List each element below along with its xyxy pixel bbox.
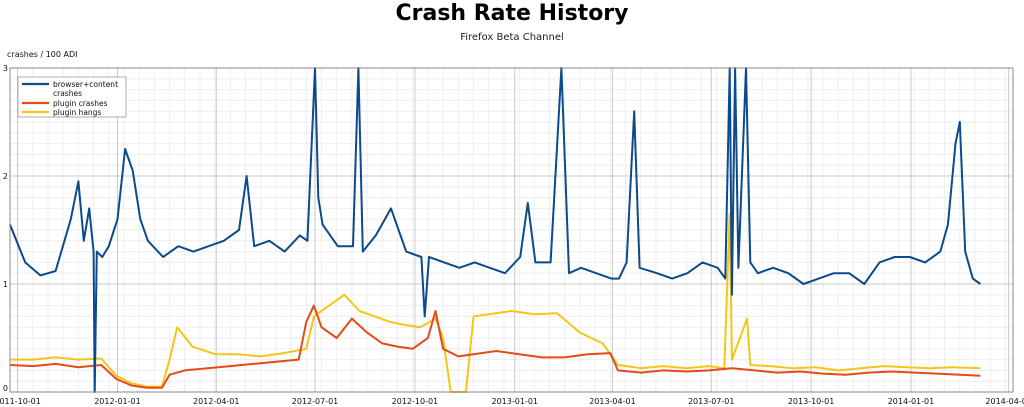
legend-label-plugin-hangs: plugin hangs — [53, 108, 101, 117]
series-line-plugin-crashes — [9, 304, 981, 389]
x-axis-ticks: 2011-10-01 2012-01-01 2012-04-01 2012-07-01… — [0, 397, 1024, 406]
x-tick-label: 2012-10-01 — [392, 397, 439, 406]
y-tick-label: 0 — [3, 384, 8, 393]
x-tick-label: 2013-01-01 — [492, 397, 539, 406]
legend-label-plugin-crashes: plugin crashes — [53, 99, 108, 108]
plot-border — [9, 67, 1014, 393]
series-line-browser-content-crashes — [9, 67, 981, 393]
x-tick-label: 2013-07-01 — [688, 397, 735, 406]
x-tick-label: 2013-04-01 — [589, 397, 636, 406]
chart-title: Crash Rate History — [395, 1, 628, 26]
legend-label-browser-content-line1: browser+content — [53, 80, 118, 89]
x-tick-label: 2011-10-01 — [0, 397, 41, 406]
legend: browser+content crashes plugin crashes p… — [17, 76, 127, 118]
x-tick-label: 2014-01-01 — [888, 397, 935, 406]
y-tick-label: 2 — [3, 172, 8, 181]
y-axis-label: crashes / 100 ADI — [7, 50, 78, 59]
y-tick-label: 1 — [3, 280, 8, 289]
x-tick-label: 2012-07-01 — [292, 397, 339, 406]
x-tick-label: 2013-10-01 — [788, 397, 835, 406]
y-axis-ticks: 0 1 2 3 — [3, 64, 8, 393]
x-tick-label: 2014-04-01 — [985, 397, 1024, 406]
y-tick-label: 3 — [3, 64, 8, 73]
chart-subtitle: Firefox Beta Channel — [460, 32, 564, 43]
x-tick-label: 2012-01-01 — [94, 397, 141, 406]
legend-label-browser-content-line2: crashes — [53, 89, 82, 98]
x-tick-label: 2012-04-01 — [193, 397, 240, 406]
